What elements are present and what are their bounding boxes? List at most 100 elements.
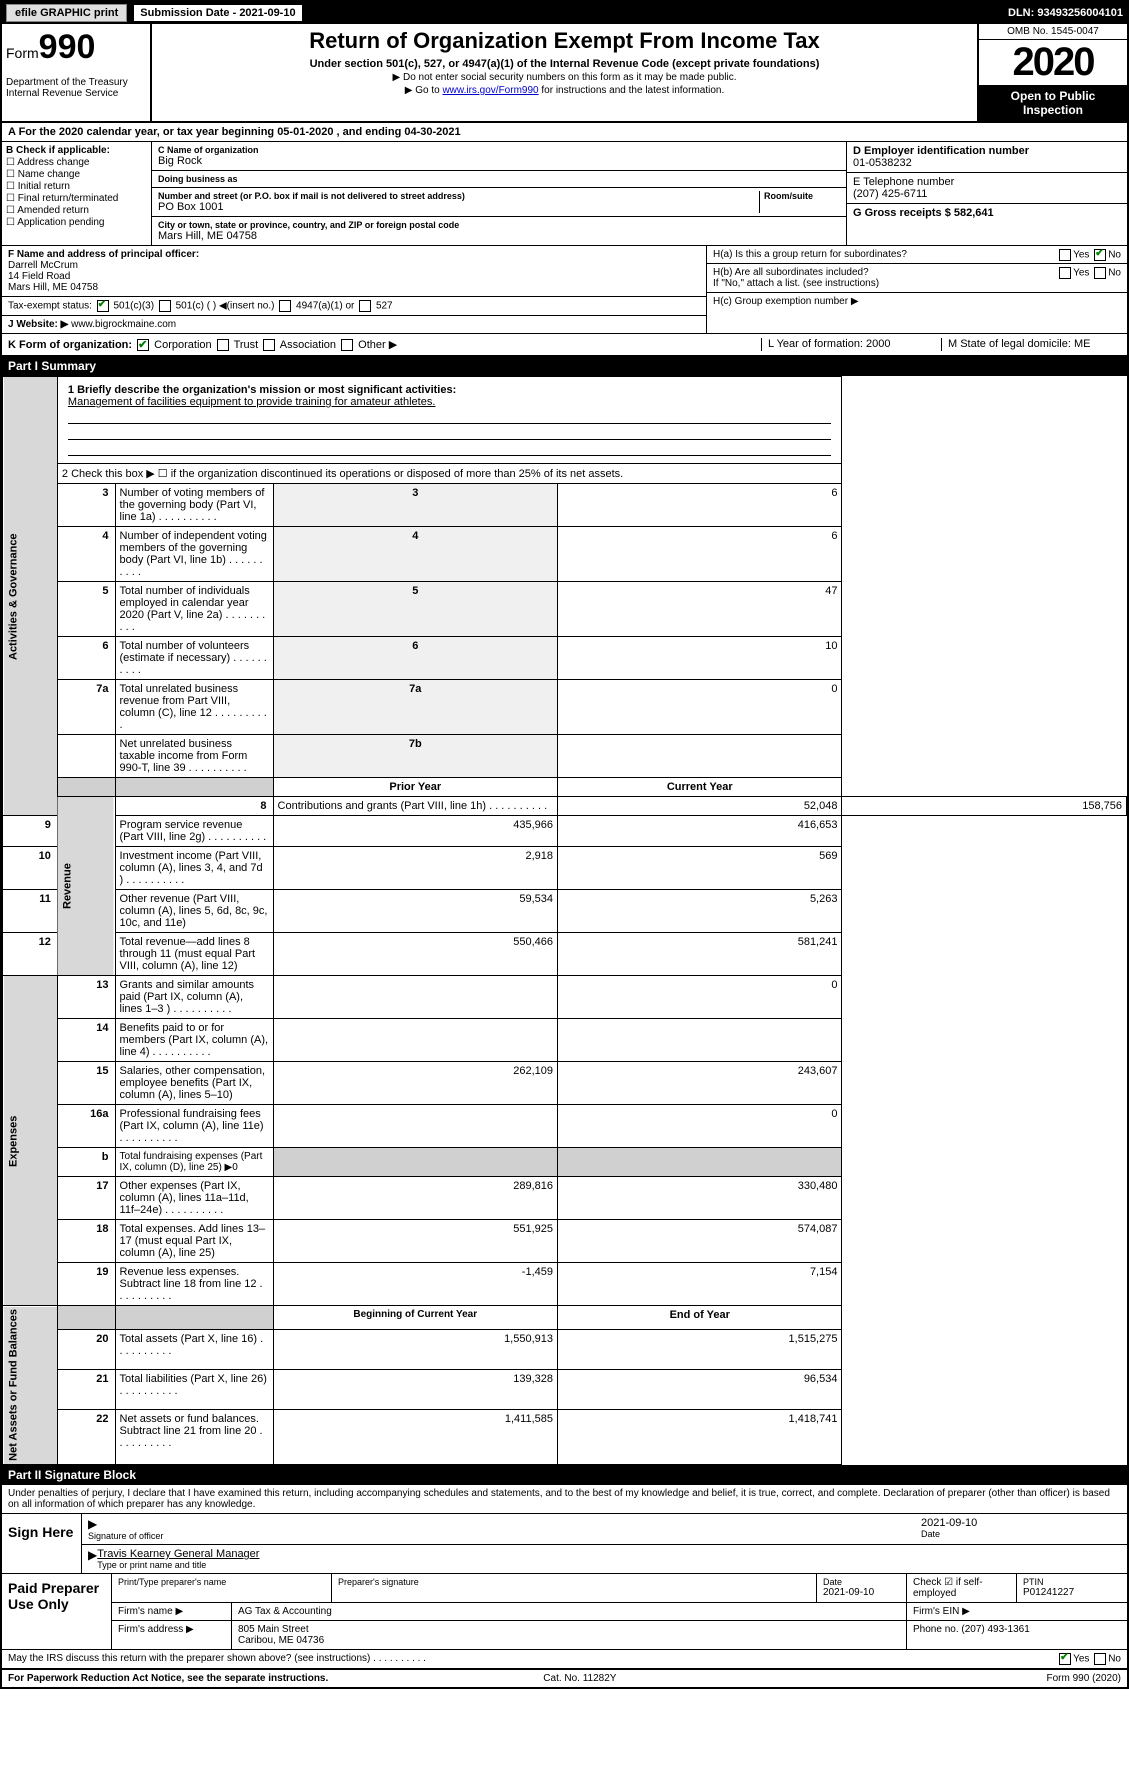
sig-officer-label: Signature of officer: [88, 1531, 921, 1541]
discuss-no[interactable]: [1094, 1653, 1106, 1665]
summary-table: Activities & Governance 1 Briefly descri…: [2, 376, 1127, 1465]
vert-netassets: Net Assets or Fund Balances: [3, 1306, 58, 1465]
line-19: Revenue less expenses. Subtract line 18 …: [115, 1263, 273, 1306]
box-c: C Name of organization Big Rock Doing bu…: [152, 142, 847, 245]
signature-pointer-icon: ▶: [88, 1517, 97, 1531]
prep-sig-label: Preparer's signature: [338, 1577, 810, 1587]
city-label: City or town, state or province, country…: [158, 220, 840, 230]
form-org-label: K Form of organization:: [8, 339, 132, 351]
line-7b: Net unrelated business taxable income fr…: [115, 735, 273, 778]
line-17: Other expenses (Part IX, column (A), lin…: [115, 1177, 273, 1220]
h-c: H(c) Group exemption number ▶: [707, 293, 1127, 310]
discuss-row: May the IRS discuss this return with the…: [2, 1650, 1127, 1670]
chk-association[interactable]: [263, 339, 275, 351]
chk-application-pending[interactable]: ☐ Application pending: [6, 217, 147, 228]
dba-label: Doing business as: [158, 174, 840, 184]
ein-value: 01-0538232: [853, 157, 1121, 169]
paperwork-row: For Paperwork Reduction Act Notice, see …: [2, 1670, 1127, 1687]
chk-final-return[interactable]: ☐ Final return/terminated: [6, 193, 147, 204]
form-footer: Form 990 (2020): [1047, 1673, 1121, 1684]
chk-527[interactable]: [359, 300, 371, 312]
h-b: H(b) Are all subordinates included? Yes …: [707, 264, 1127, 293]
cat-no: Cat. No. 11282Y: [543, 1673, 616, 1684]
ha-yes[interactable]: [1059, 249, 1071, 261]
col-end: End of Year: [558, 1306, 842, 1330]
col-curr: Current Year: [558, 778, 842, 797]
box-f-label: F Name and address of principal officer:: [8, 249, 700, 260]
line-21: Total liabilities (Part X, line 26): [115, 1370, 273, 1410]
chk-501c[interactable]: [159, 300, 171, 312]
col-beginning: Beginning of Current Year: [273, 1306, 557, 1330]
website-label: J Website: ▶: [8, 319, 68, 330]
form-id-box: Form990 Department of the Treasury Inter…: [2, 24, 152, 121]
chk-name-change[interactable]: ☐ Name change: [6, 169, 147, 180]
line-12: Total revenue—add lines 8 through 11 (mu…: [115, 933, 273, 976]
hb-yes[interactable]: [1059, 267, 1071, 279]
box-f: F Name and address of principal officer:…: [2, 246, 706, 297]
col-prior: Prior Year: [273, 778, 557, 797]
efile-print-button[interactable]: efile GRAPHIC print: [6, 4, 127, 22]
form-number: 990: [39, 28, 96, 66]
self-employed: Check ☑ if self-employed: [913, 1577, 983, 1599]
org-name: Big Rock: [158, 155, 840, 167]
form-of-org: K Form of organization: Corporation Trus…: [8, 338, 761, 351]
form-title: Return of Organization Exempt From Incom…: [160, 28, 969, 54]
goto-line: ▶ Go to www.irs.gov/Form990 for instruct…: [160, 85, 969, 96]
line-4: Number of independent voting members of …: [115, 527, 273, 582]
street-label: Number and street (or P.O. box if mail i…: [158, 191, 755, 201]
line-9: Program service revenue (Part VIII, line…: [115, 816, 273, 847]
chk-amended-return[interactable]: ☐ Amended return: [6, 205, 147, 216]
form-title-box: Return of Organization Exempt From Incom…: [152, 24, 977, 121]
line-6: Total number of volunteers (estimate if …: [115, 637, 273, 680]
prep-name-label: Print/Type preparer's name: [118, 1577, 325, 1587]
line-10: Investment income (Part VIII, column (A)…: [115, 847, 273, 890]
line-11: Other revenue (Part VIII, column (A), li…: [115, 890, 273, 933]
h-a: H(a) Is this a group return for subordin…: [707, 246, 1127, 264]
ptin-value: P01241227: [1023, 1587, 1121, 1598]
paid-preparer-label: Paid Preparer Use Only: [2, 1574, 112, 1649]
chk-initial-return[interactable]: ☐ Initial return: [6, 181, 147, 192]
tax-exempt-status: Tax-exempt status: 501(c)(3) 501(c) ( ) …: [2, 297, 706, 316]
discuss-yes[interactable]: [1059, 1653, 1071, 1665]
h-note: If "No," attach a list. (see instruction…: [713, 278, 1121, 289]
firm-phone: Phone no. (207) 493-1361: [907, 1621, 1127, 1649]
dln: DLN: 93493256004101: [1008, 7, 1123, 19]
chk-address-change[interactable]: ☐ Address change: [6, 157, 147, 168]
city-value: Mars Hill, ME 04758: [158, 230, 840, 242]
line-18: Total expenses. Add lines 13–17 (must eq…: [115, 1220, 273, 1263]
perjury-statement: Under penalties of perjury, I declare th…: [2, 1485, 1127, 1514]
line-15: Salaries, other compensation, employee b…: [115, 1062, 273, 1105]
line-16b: Total fundraising expenses (Part IX, col…: [115, 1148, 273, 1177]
instructions-link[interactable]: www.irs.gov/Form990: [442, 85, 538, 96]
firm-name-label: Firm's name ▶: [112, 1603, 232, 1620]
line-3: Number of voting members of the governin…: [115, 484, 273, 527]
mission-text: Management of facilities equipment to pr…: [68, 396, 832, 408]
hb-no[interactable]: [1094, 267, 1106, 279]
chk-corporation[interactable]: [137, 339, 149, 351]
firm-name: AG Tax & Accounting: [232, 1603, 907, 1620]
paperwork-notice: For Paperwork Reduction Act Notice, see …: [8, 1673, 328, 1684]
tax-status-label: Tax-exempt status:: [8, 301, 92, 312]
chk-4947[interactable]: [279, 300, 291, 312]
form-subtitle: Under section 501(c), 527, or 4947(a)(1)…: [160, 58, 969, 70]
line-16a: Professional fundraising fees (Part IX, …: [115, 1105, 273, 1148]
omb-number: OMB No. 1545-0047: [979, 24, 1127, 40]
ha-no[interactable]: [1094, 249, 1106, 261]
vert-revenue: Revenue: [57, 797, 115, 976]
prep-date: 2021-09-10: [823, 1587, 900, 1598]
line-22: Net assets or fund balances. Subtract li…: [115, 1409, 273, 1464]
ein-label: D Employer identification number: [853, 145, 1121, 157]
line-7a: Total unrelated business revenue from Pa…: [115, 680, 273, 735]
discuss-text: May the IRS discuss this return with the…: [8, 1653, 426, 1665]
officer-name: Darrell McCrum: [8, 260, 700, 271]
line-20: Total assets (Part X, line 16): [115, 1330, 273, 1370]
department: Department of the Treasury Internal Reve…: [6, 77, 146, 99]
signature-pointer-icon-2: ▶: [88, 1548, 97, 1570]
officer-print-label: Type or print name and title: [97, 1560, 259, 1570]
line-13: Grants and similar amounts paid (Part IX…: [115, 976, 273, 1019]
sig-date: 2021-09-10: [921, 1517, 1121, 1529]
chk-other[interactable]: [341, 339, 353, 351]
prep-date-label: Date: [823, 1577, 900, 1587]
chk-501c3[interactable]: [97, 300, 109, 312]
chk-trust[interactable]: [217, 339, 229, 351]
